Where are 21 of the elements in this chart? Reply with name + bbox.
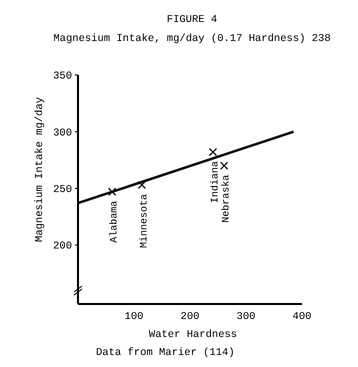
chart-subtitle: Magnesium Intake, mg/day (0.17 Hardness) 238 xyxy=(53,33,331,45)
y-axis-title: Magnesium Intake mg/day xyxy=(34,97,46,242)
y-tick-label: 350 xyxy=(53,70,72,83)
x-tick-label: 200 xyxy=(180,311,200,323)
x-tick-label: 300 xyxy=(236,311,256,323)
annotation: Nebraska xyxy=(220,174,233,223)
point xyxy=(138,180,146,190)
x-tick-label: 400 xyxy=(292,311,312,323)
y-tick-label: 300 xyxy=(53,127,72,140)
x-axis-title: Water Hardness xyxy=(148,329,238,341)
y-tick-label: 250 xyxy=(53,184,72,196)
annotation: Alabama xyxy=(108,200,121,243)
chart-title: FIGURE 4 xyxy=(166,14,218,26)
annotation: Indiana xyxy=(209,161,222,204)
text: Data from Marier (114) xyxy=(96,347,235,359)
point xyxy=(208,148,218,156)
point xyxy=(220,162,228,170)
y-tick-label: 200 xyxy=(53,240,72,253)
annotation: Minnesota xyxy=(138,194,150,248)
point xyxy=(108,188,116,196)
x-tick-label: 100 xyxy=(124,311,144,323)
